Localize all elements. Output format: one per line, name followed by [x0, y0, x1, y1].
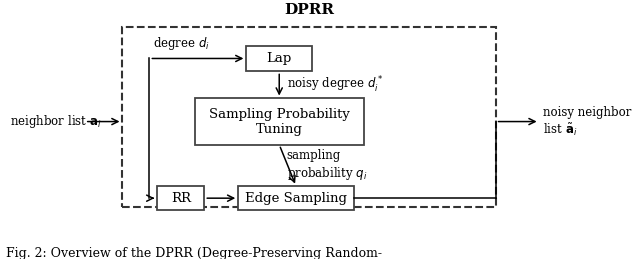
FancyBboxPatch shape: [246, 46, 312, 71]
Text: RR: RR: [171, 192, 191, 205]
Text: sampling
probability $q_i$: sampling probability $q_i$: [287, 149, 367, 182]
Text: DPRR: DPRR: [284, 3, 334, 17]
Text: noisy neighbor
list $\tilde{\mathbf{a}}_i$: noisy neighbor list $\tilde{\mathbf{a}}_…: [543, 106, 631, 138]
Text: Lap: Lap: [267, 52, 292, 65]
Text: neighbor list $\mathbf{a}_i$: neighbor list $\mathbf{a}_i$: [10, 113, 101, 130]
FancyBboxPatch shape: [157, 186, 204, 210]
Text: Edge Sampling: Edge Sampling: [245, 192, 347, 205]
Text: Sampling Probability
Tuning: Sampling Probability Tuning: [209, 107, 349, 135]
FancyBboxPatch shape: [238, 186, 354, 210]
Text: noisy degree $d_i^*$: noisy degree $d_i^*$: [287, 75, 383, 95]
Text: Fig. 2: Overview of the DPRR (Degree-Preserving Random-: Fig. 2: Overview of the DPRR (Degree-Pre…: [6, 247, 383, 259]
FancyBboxPatch shape: [195, 98, 364, 145]
FancyBboxPatch shape: [122, 27, 495, 207]
Text: degree $d_i$: degree $d_i$: [152, 35, 209, 52]
